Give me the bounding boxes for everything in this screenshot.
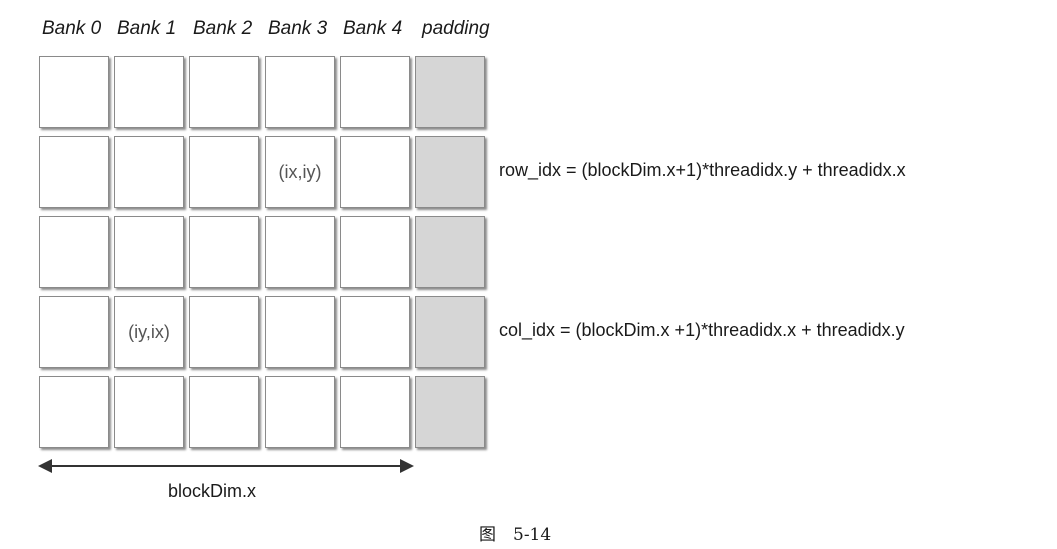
- memory-cell: [265, 56, 335, 128]
- memory-cell: [39, 136, 109, 208]
- memory-cell: [114, 376, 184, 448]
- bank-label-3: Bank 3: [268, 18, 328, 39]
- memory-cell: [340, 136, 410, 208]
- memory-cell: [340, 296, 410, 368]
- memory-cell: [39, 376, 109, 448]
- bank-label-1: Bank 1: [117, 18, 177, 39]
- memory-cell: [340, 376, 410, 448]
- col-index-formula: col_idx = (blockDim.x +1)*threadidx.x + …: [499, 320, 905, 340]
- memory-cell: [114, 136, 184, 208]
- memory-cell: [114, 56, 184, 128]
- memory-cell: [39, 296, 109, 368]
- bank-label-2: Bank 2: [193, 18, 253, 39]
- memory-cell: [39, 56, 109, 128]
- cell-index-label: (iy,ix): [128, 321, 170, 342]
- bank-label-0: Bank 0: [42, 18, 102, 39]
- padding-cell: [415, 56, 485, 128]
- memory-cell: [340, 56, 410, 128]
- memory-cell: [189, 376, 259, 448]
- memory-cell: [189, 216, 259, 288]
- memory-cell: [340, 216, 410, 288]
- memory-cell: [189, 56, 259, 128]
- padding-cell: [415, 136, 485, 208]
- padding-cell: [415, 296, 485, 368]
- memory-cell: [265, 296, 335, 368]
- cell-index-label: (ix,iy): [278, 161, 322, 182]
- block-dim-label: blockDim.x: [168, 481, 257, 501]
- figure-caption: 图 5-14: [479, 525, 552, 545]
- memory-cell: [189, 136, 259, 208]
- memory-cell: [265, 216, 335, 288]
- memory-cell: (iy,ix): [114, 296, 184, 368]
- memory-cell: [39, 216, 109, 288]
- padding-cell: [415, 216, 485, 288]
- memory-cell: [189, 296, 259, 368]
- row-index-formula: row_idx = (blockDim.x+1)*threadidx.y + t…: [499, 160, 906, 180]
- padding-label: padding: [422, 18, 490, 39]
- memory-cell: (ix,iy): [265, 136, 335, 208]
- memory-cell: [265, 376, 335, 448]
- memory-cell: [114, 216, 184, 288]
- bank-label-4: Bank 4: [343, 18, 403, 39]
- padding-cell: [415, 376, 485, 448]
